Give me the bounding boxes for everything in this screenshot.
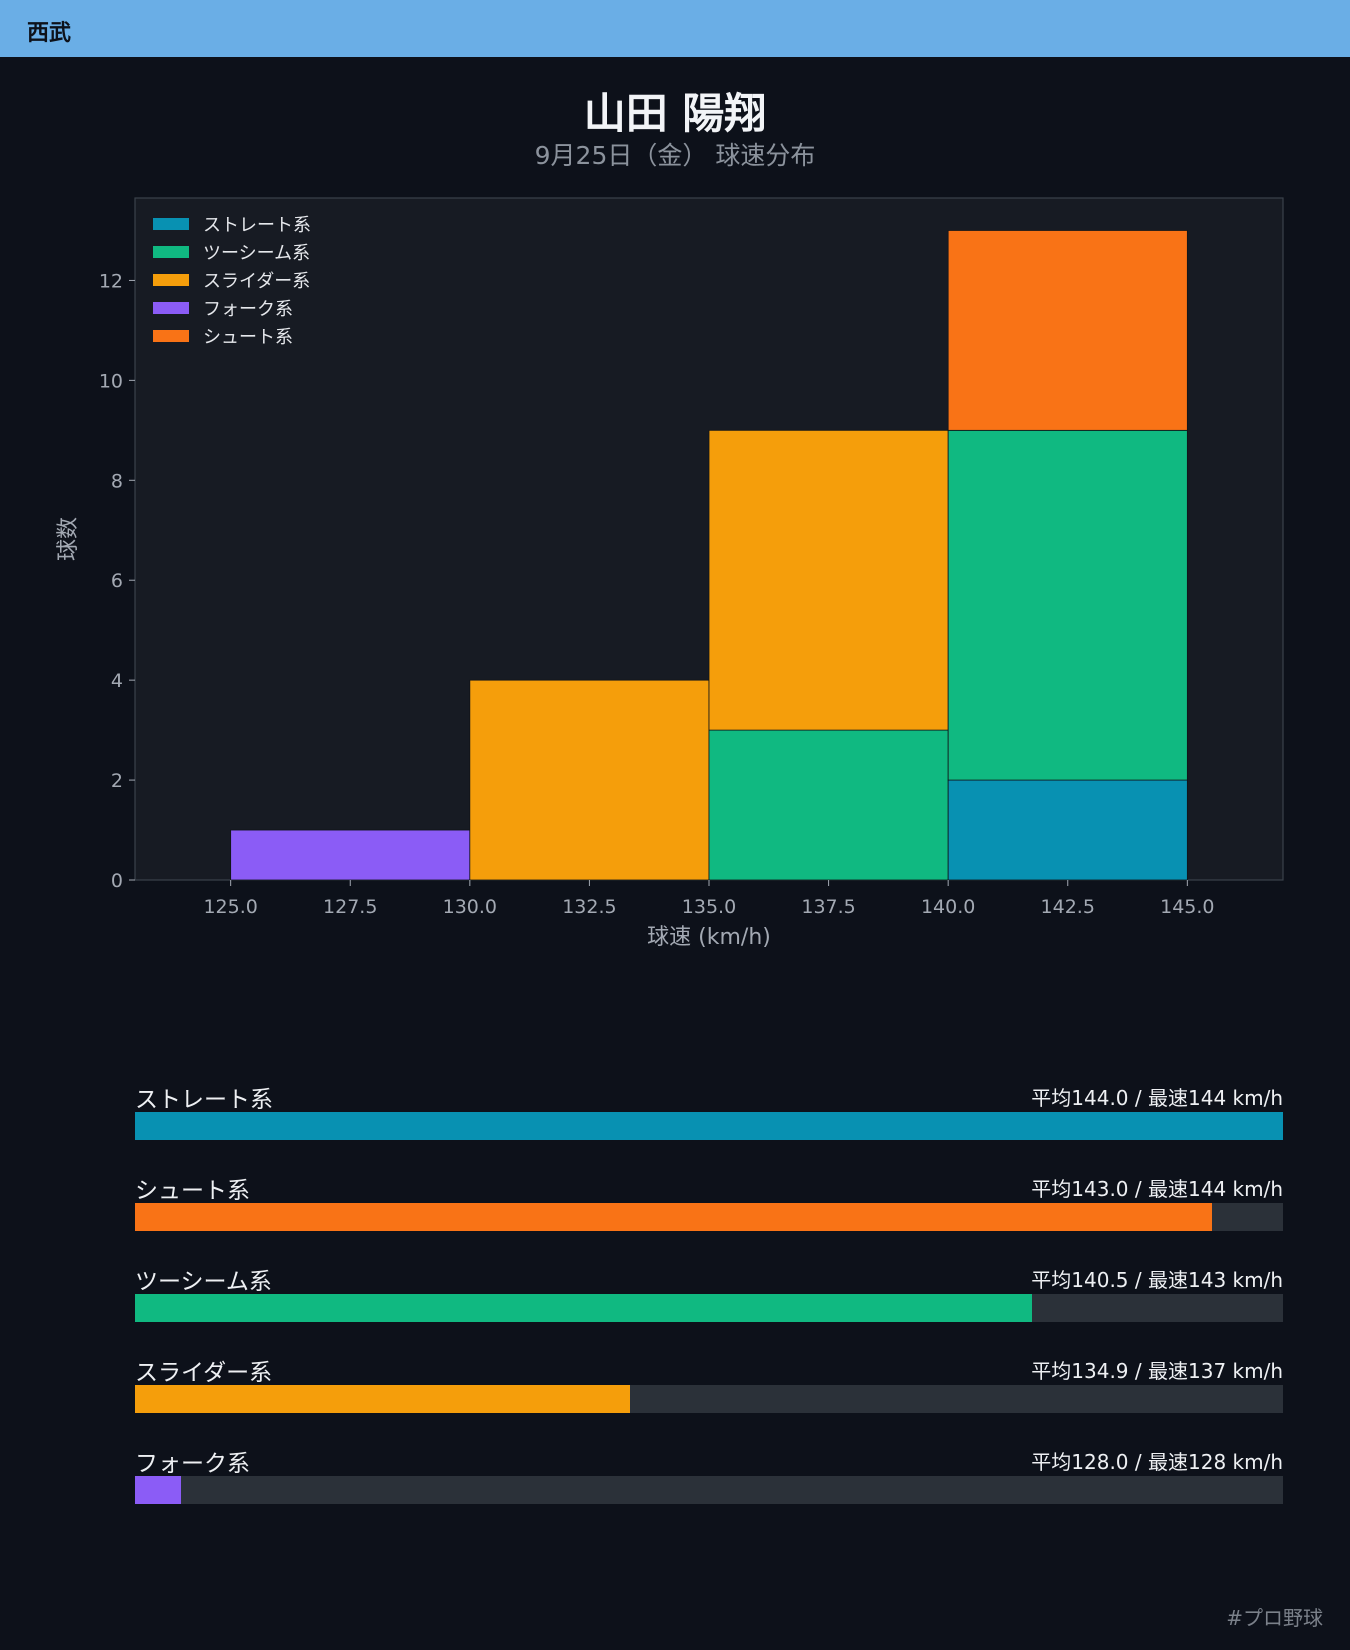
speed-bar-track [135, 1294, 1283, 1322]
x-tick-label: 142.5 [1041, 896, 1095, 918]
speed-bar-fill [135, 1112, 1283, 1140]
y-tick-label: 2 [111, 770, 123, 792]
pitch-type-label: ストレート系 [135, 1087, 273, 1113]
legend-label: スライダー系 [203, 271, 310, 292]
speed-bar-track [135, 1385, 1283, 1413]
bar-4-bin-3 [947, 230, 1188, 431]
header-bar: 西武 [0, 0, 1350, 57]
bar-1-bin-3 [947, 429, 1188, 781]
speed-bar-fill [135, 1476, 181, 1504]
y-tick-label: 10 [99, 370, 123, 392]
pitch-type-label: シュート系 [135, 1178, 250, 1204]
legend-swatch [153, 218, 189, 230]
speed-stats: 平均143.0 / 最速144 km/h [1031, 1177, 1283, 1201]
bar-1-bin-2 [708, 729, 949, 881]
legend-swatch [153, 330, 189, 342]
player-name: 山田 陽翔 [583, 89, 767, 138]
y-tick-label: 8 [111, 470, 123, 492]
speed-row: ストレート系 平均144.0 / 最速144 km/h [135, 1080, 1283, 1150]
x-axis-label: 球速 (km/h) [647, 925, 771, 950]
chart-subtitle: 9月25日（金） 球速分布 [534, 141, 816, 170]
legend-swatch [153, 302, 189, 314]
team-name: 西武 [27, 21, 72, 46]
speed-bar-fill [135, 1203, 1212, 1231]
bar-2-bin-2 [708, 429, 949, 731]
speed-stats: 平均134.9 / 最速137 km/h [1031, 1359, 1283, 1383]
y-tick-label: 0 [111, 870, 123, 892]
speed-bar-track [135, 1112, 1283, 1140]
bar-2-bin-1 [469, 679, 710, 881]
x-tick-label: 127.5 [323, 896, 377, 918]
speed-row: ツーシーム系 平均140.5 / 最速143 km/h [135, 1262, 1283, 1332]
legend-swatch [153, 274, 189, 286]
speed-bar-fill [135, 1294, 1032, 1322]
speed-stats: 平均144.0 / 最速144 km/h [1031, 1086, 1283, 1110]
legend-swatch [153, 246, 189, 258]
x-tick-label: 132.5 [562, 896, 616, 918]
legend-label: ツーシーム系 [203, 243, 310, 264]
pitch-type-label: スライダー系 [135, 1360, 273, 1386]
speed-bar-fill [135, 1385, 630, 1413]
y-tick-label: 4 [111, 670, 123, 692]
x-tick-label: 125.0 [203, 896, 257, 918]
bar-0-bin-3 [947, 779, 1188, 881]
y-tick-label: 6 [111, 570, 123, 592]
y-tick-label: 12 [99, 270, 123, 292]
pitch-type-label: ツーシーム系 [135, 1269, 272, 1295]
speed-stats: 平均128.0 / 最速128 km/h [1031, 1450, 1283, 1474]
speed-bar-track [135, 1203, 1283, 1231]
bar-3-bin-0 [230, 829, 471, 881]
x-tick-label: 145.0 [1160, 896, 1214, 918]
hashtag: #プロ野球 [1226, 1606, 1323, 1630]
speed-stats: 平均140.5 / 最速143 km/h [1031, 1268, 1283, 1292]
x-tick-label: 140.0 [921, 896, 975, 918]
x-tick-label: 135.0 [682, 896, 736, 918]
speed-row: フォーク系 平均128.0 / 最速128 km/h [135, 1444, 1283, 1514]
x-tick-label: 130.0 [443, 896, 497, 918]
pitch-type-label: フォーク系 [135, 1451, 250, 1477]
speed-row: シュート系 平均143.0 / 最速144 km/h [135, 1171, 1283, 1241]
speed-row: スライダー系 平均134.9 / 最速137 km/h [135, 1353, 1283, 1423]
pitch-speed-histogram: 125.0 127.5 130.0 132.5 135.0 137.5 140.0 142.5… [56, 197, 1284, 950]
x-tick-label: 137.5 [801, 896, 855, 918]
legend-label: フォーク系 [203, 299, 293, 320]
speed-bar-track [135, 1476, 1283, 1504]
legend-label: ストレート系 [203, 215, 311, 236]
legend-label: シュート系 [203, 327, 293, 348]
y-axis-label: 球数 [56, 517, 81, 561]
